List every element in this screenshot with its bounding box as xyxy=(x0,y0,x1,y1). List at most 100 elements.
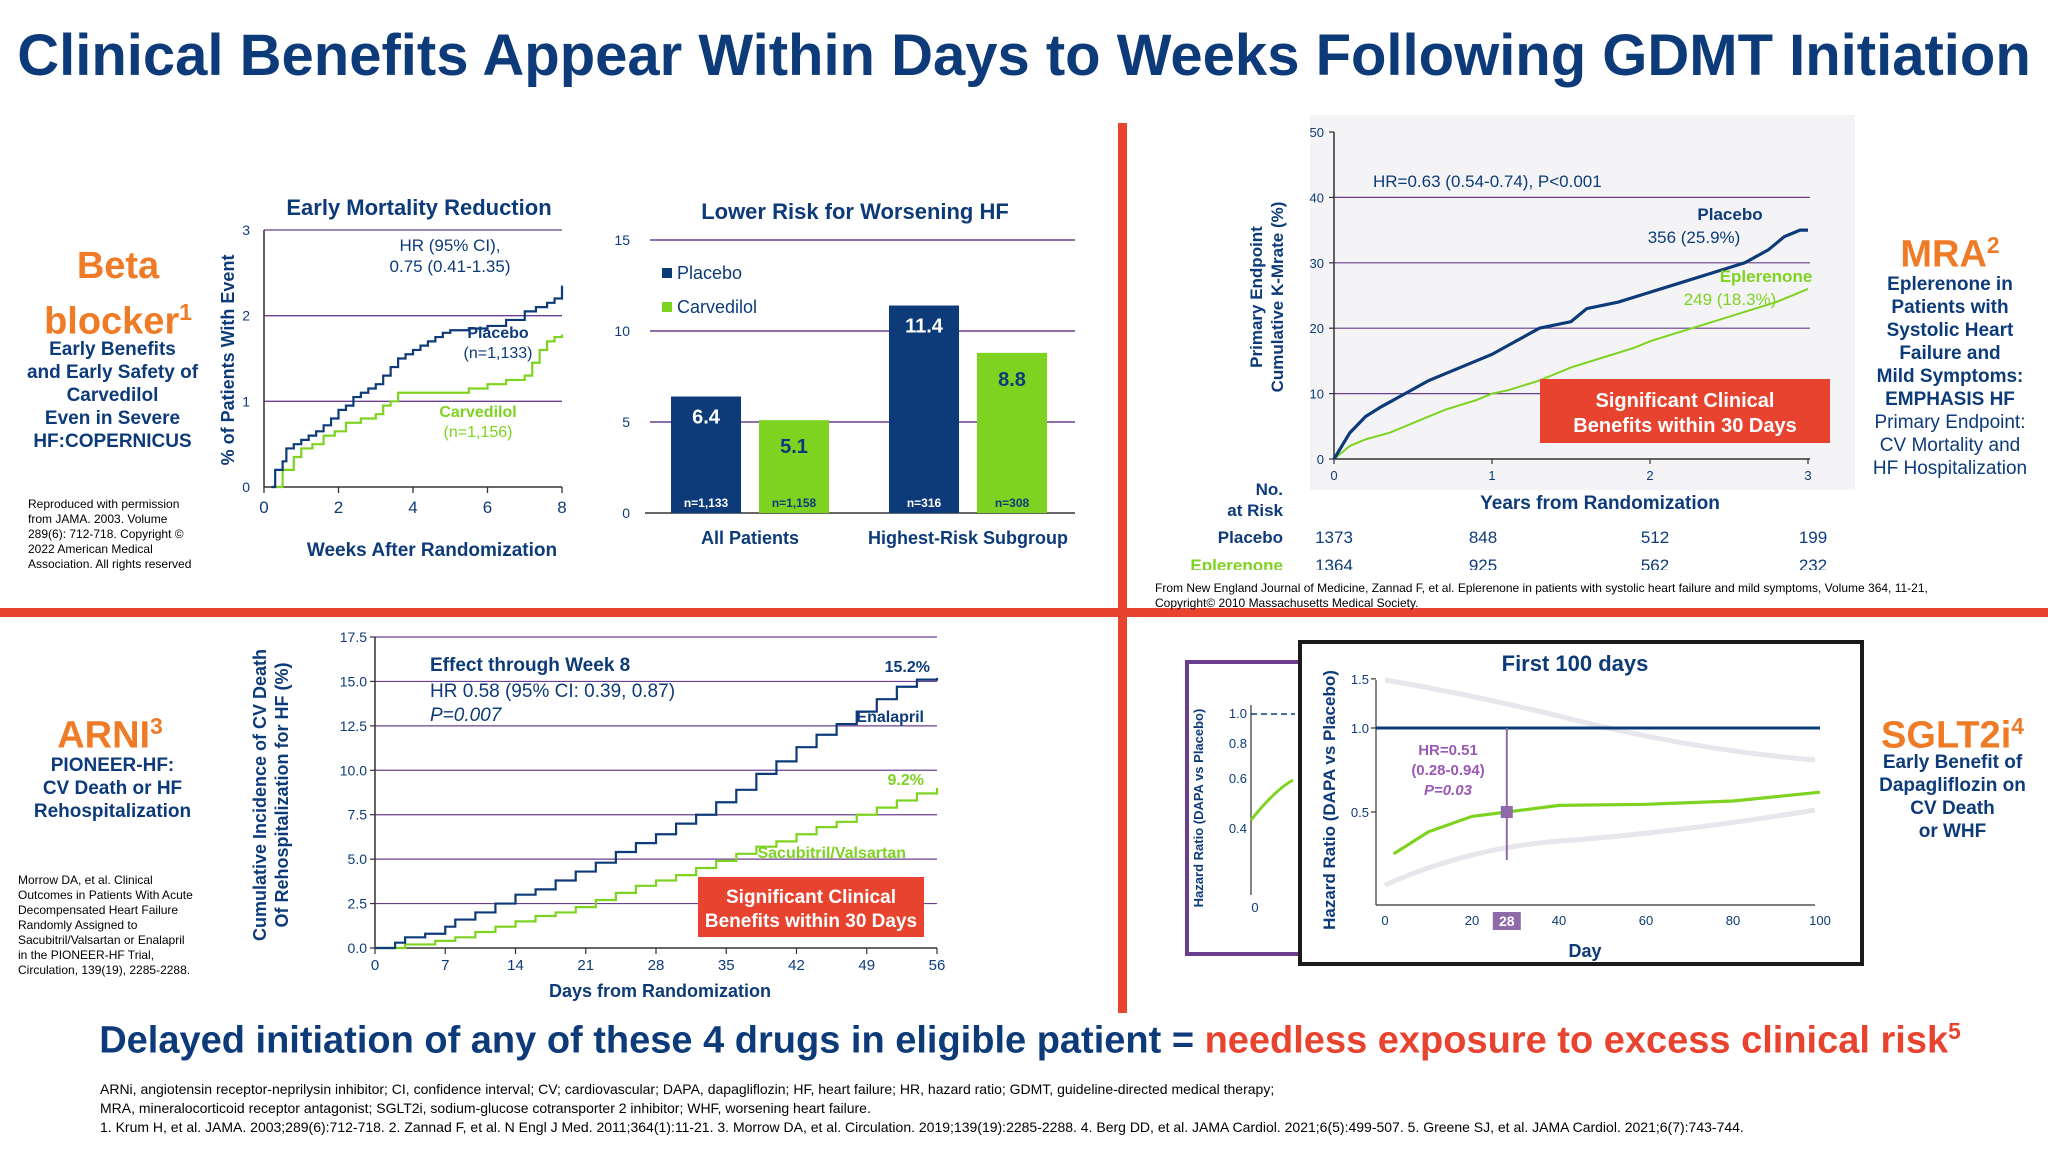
beta-title: Beta blocker1 xyxy=(18,243,218,345)
arni-credit-line: Decompensated Heart Failure xyxy=(18,903,179,917)
arni-enalapril-line xyxy=(375,677,939,950)
sglt2-xtick: 40 xyxy=(1552,913,1566,928)
sglt2-inset-curve xyxy=(1249,778,1294,821)
beta-km-placebo-n: (n=1,133) xyxy=(464,345,533,362)
page-title: Clinical Benefits Appear Within Days to … xyxy=(17,23,2031,88)
arni-desc-line: Rehospitalization xyxy=(33,801,192,822)
sglt2-desc-line: Dapagliflozin on xyxy=(1879,775,2026,796)
bottom-message-left: Delayed initiation of any of these 4 dru… xyxy=(99,1019,1205,1062)
arni-xtick: 7 xyxy=(441,957,449,974)
bottom-message-sup: 5 xyxy=(1948,1018,1961,1044)
mra-callout-box xyxy=(1540,379,1830,443)
mra-xtick: 0 xyxy=(1330,468,1337,483)
sglt2-desc-line: or WHF xyxy=(1918,821,1987,842)
beta-credit-line: 289(6): 712-718. Copyright © xyxy=(28,527,184,541)
beta-km-ytick: 1 xyxy=(242,393,250,409)
beta-km-placebo-label: Placebo xyxy=(467,325,529,342)
beta-km-xtick: 0 xyxy=(259,498,268,517)
sglt2-inset-ytick: 0.8 xyxy=(1229,736,1247,751)
beta-bar-ytick: 10 xyxy=(614,323,630,339)
beta-bar-title: Lower Risk for Worsening HF xyxy=(701,199,1009,224)
arni-xtick: 35 xyxy=(718,957,735,974)
footnote-abbrev-2: MRA, mineralocorticoid receptor antagoni… xyxy=(100,1100,871,1116)
sglt2-title-sup: 4 xyxy=(2011,713,2024,739)
beta-bar-placebo-bar xyxy=(671,396,741,513)
beta-bar-category-label: All Patients xyxy=(701,528,799,548)
bottom-message-right: needless exposure to excess clinical ris… xyxy=(1204,1019,1949,1062)
arni-desc-line: PIONEER-HF: xyxy=(50,755,175,776)
sglt2-xtick: 80 xyxy=(1726,913,1740,928)
beta-bar-n-label: n=308 xyxy=(995,496,1030,510)
arni-callout-box xyxy=(698,877,924,937)
arni-callout-line2: Benefits within 30 Days xyxy=(705,911,917,932)
beta-km-hr-line2: 0.75 (0.41-1.35) xyxy=(390,257,511,276)
beta-desc-line: Even in Severe xyxy=(44,408,181,429)
beta-bar-chart: Lower Risk for Worsening HF 0 5 10 15 Place… xyxy=(600,154,1100,560)
mra-credit-line: From New England Journal of Medicine, Za… xyxy=(1155,581,1928,595)
mra-desc-line: EMPHASIS HF xyxy=(1885,389,2015,410)
sglt2-hr-line1: HR=0.51 xyxy=(1418,742,1478,759)
sglt2-inset-ylabel: Hazard Ratio (DAPA vs Placebo) xyxy=(1191,709,1206,908)
beta-bar-carvedilol-bar xyxy=(759,420,829,513)
sglt2-desc-line: Early Benefit of xyxy=(1882,752,2023,773)
beta-bar-legend-carvedilol-swatch xyxy=(662,302,672,312)
beta-bar-legend-placebo-swatch xyxy=(662,268,672,278)
sglt2-ytick: 1.0 xyxy=(1351,721,1369,736)
mra-desc-line: Failure and xyxy=(1899,343,2001,364)
arni-xtick: 28 xyxy=(648,957,665,974)
arni-credit-line: Circulation, 139(19), 2285-2288. xyxy=(18,963,191,977)
beta-desc-line: Carvedilol xyxy=(66,385,159,406)
mra-atrisk-value: 1364 xyxy=(1315,556,1353,570)
beta-bar-value-label: 8.8 xyxy=(998,369,1026,391)
mra-desc-line: Mild Symptoms: xyxy=(1876,366,2024,387)
quadrant-divider-vertical xyxy=(1118,123,1127,1013)
mra-endpoint: Primary Endpoint: CV Mortality and HF Ho… xyxy=(1860,411,2040,480)
mra-title: MRA2 xyxy=(1870,222,2030,278)
arni-ytick: 15.0 xyxy=(340,673,367,689)
mra-atrisk-value: 848 xyxy=(1469,528,1497,547)
arni-ytick: 17.5 xyxy=(340,629,367,645)
beta-credit-line: from JAMA. 2003. Volume xyxy=(28,512,168,526)
arni-annotation-p: P=0.007 xyxy=(430,705,503,726)
mra-eplerenone-n: 249 (18.3%) xyxy=(1684,290,1777,309)
beta-km-xtick: 6 xyxy=(483,498,492,517)
sglt2-description: Early Benefit of Dapagliflozin on CV Dea… xyxy=(1870,751,2035,843)
sglt2-day-highlight: 28 xyxy=(1499,913,1515,929)
mra-ylabel-line1: Primary Endpoint xyxy=(1247,226,1266,368)
arni-credit-line: Morrow DA, et al. Clinical xyxy=(18,873,153,887)
beta-bar-legend-placebo: Placebo xyxy=(677,263,742,283)
sglt2-inset-frame xyxy=(1185,660,1309,956)
beta-credit-line: Association. All rights reserved xyxy=(28,557,192,571)
beta-bar-carvedilol-bar xyxy=(977,352,1047,513)
arni-ytick: 12.5 xyxy=(340,718,367,734)
sglt2-desc-line: CV Death xyxy=(1910,798,1995,819)
sglt2-xtick: 20 xyxy=(1465,913,1479,928)
sglt2-ci-lower xyxy=(1383,807,1816,888)
mra-placebo-label: Placebo xyxy=(1697,205,1762,224)
arni-ylabel-line2: Of Rehospitalization for HF (%) xyxy=(272,663,292,928)
arni-credit: Morrow DA, et al. Clinical Outcomes in P… xyxy=(18,873,223,978)
mra-ytick: 50 xyxy=(1310,125,1324,140)
sglt2-inset-ytick: 1.0 xyxy=(1229,706,1247,721)
mra-km-chart: 0 10 20 30 40 50 0 1 2 3 HR=0.63 (0.54-0.74), P<0… xyxy=(1190,115,1855,570)
mra-desc-line: Patients with xyxy=(1891,297,2009,318)
sglt2-inset-ytick: 0.4 xyxy=(1229,821,1247,836)
arni-km-chart: 0.0 2.5 5.0 7.5 10.0 12.5 15.0 17.5 0 7 14 21 28 35 42… xyxy=(250,629,945,1001)
arni-title-text: ARNI xyxy=(57,714,151,757)
mra-atrisk-row-label: Placebo xyxy=(1218,528,1283,547)
sglt2-inset-ytick: 0.6 xyxy=(1229,771,1247,786)
mra-placebo-n: 356 (25.9%) xyxy=(1648,228,1741,247)
beta-km-placebo-line xyxy=(271,285,564,489)
sglt2-xtick: 100 xyxy=(1809,913,1831,928)
mra-title-text: MRA xyxy=(1900,233,1987,276)
beta-bar-legend-carvedilol: Carvedilol xyxy=(677,297,757,317)
beta-desc-line: and Early Safety of xyxy=(26,362,199,383)
arni-credit-line: Randomly Assigned to xyxy=(18,918,138,932)
arni-desc-line: CV Death or HF xyxy=(42,778,183,799)
beta-credit-line: Reproduced with permission xyxy=(28,497,180,511)
mra-xtick: 2 xyxy=(1646,468,1653,483)
arni-xlabel: Days from Randomization xyxy=(549,981,771,1001)
bottom-message: Delayed initiation of any of these 4 dru… xyxy=(30,1018,2030,1063)
arni-sacval-end: 9.2% xyxy=(888,772,924,789)
arni-xtick: 0 xyxy=(371,957,379,974)
